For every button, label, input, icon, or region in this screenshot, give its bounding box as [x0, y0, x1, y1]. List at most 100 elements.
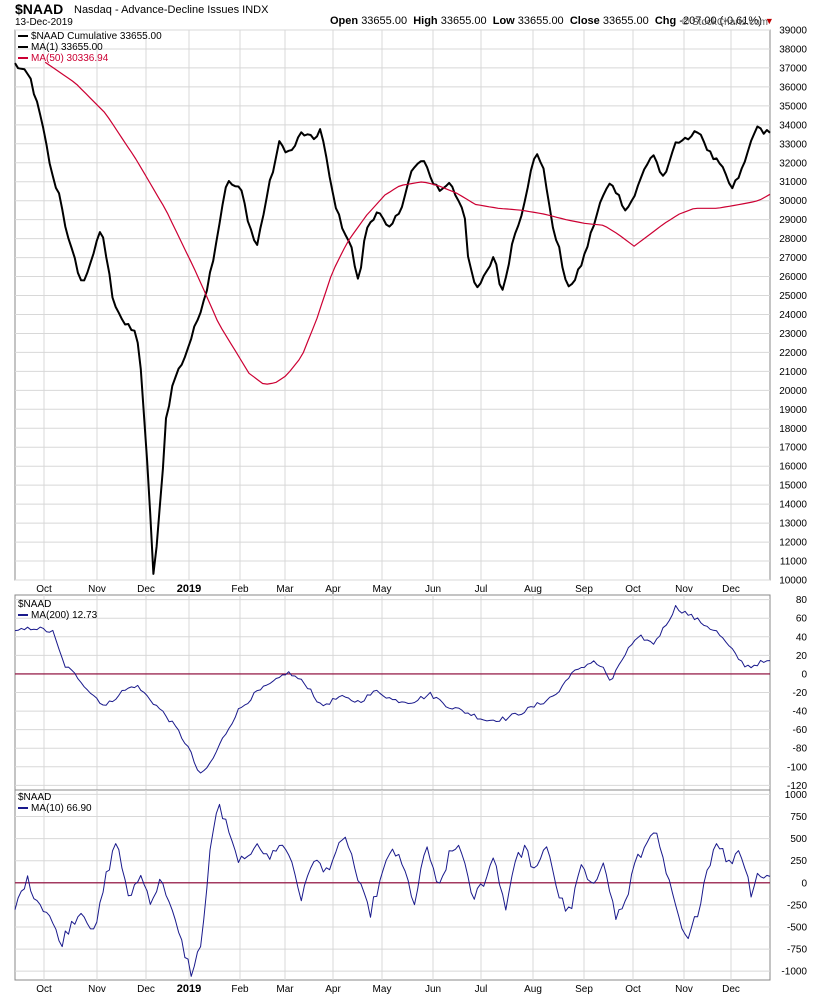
series-line-1-2 — [44, 61, 771, 385]
main-legend: $NAAD Cumulative 33655.00 MA(1) 33655.00… — [18, 31, 162, 64]
high-value: 33655.00 — [440, 15, 487, 27]
y-tick-label: 18000 — [779, 424, 807, 435]
y-tick-label: 24000 — [779, 310, 807, 321]
y-tick-label: 60 — [796, 614, 808, 625]
panel2-legend: $NAAD MA(200) 12.73 — [18, 599, 97, 621]
legend-item-cumulative: $NAAD Cumulative 33655.00 — [18, 31, 162, 42]
y-tick-label: 36000 — [779, 82, 807, 93]
legend-item-ma200: MA(200) 12.73 — [18, 610, 97, 621]
x-tick-label: May — [373, 984, 392, 995]
series-line-2-1 — [14, 605, 771, 774]
low-value: 33655.00 — [517, 15, 564, 27]
y-tick-label: 30000 — [779, 196, 807, 207]
x-tick-label: Nov — [88, 584, 106, 595]
legend-item-ma10: MA(10) 66.90 — [18, 803, 92, 814]
panel-frame — [14, 789, 771, 981]
brand-watermark: © StockCharts.com — [681, 17, 768, 28]
legend-label: MA(10) 66.90 — [31, 803, 92, 814]
x-tick-label: Nov — [88, 984, 106, 995]
x-tick-label: Mar — [276, 984, 294, 995]
y-tick-label: 27000 — [779, 253, 807, 264]
y-tick-label: 20000 — [779, 386, 807, 397]
y-tick-label: 15000 — [779, 481, 807, 492]
y-tick-label: -500 — [787, 922, 807, 933]
y-tick-label: 80 — [796, 595, 808, 606]
y-tick-label: 32000 — [779, 158, 807, 169]
y-tick-label: 25000 — [779, 291, 807, 302]
y-tick-label: -750 — [787, 945, 807, 956]
black-swatch-icon — [18, 35, 28, 38]
legend-label: MA(200) 12.73 — [31, 610, 98, 621]
x-tick-label: Mar — [276, 584, 294, 595]
x-tick-label: Oct — [36, 984, 52, 995]
y-tick-label: 20 — [796, 651, 808, 662]
y-tick-label: 14000 — [779, 500, 807, 511]
blue-swatch-icon — [18, 807, 28, 810]
x-tick-label: Jul — [475, 584, 488, 595]
x-tick-label: Jun — [425, 984, 441, 995]
legend-label: MA(50) 30336.94 — [31, 53, 109, 64]
x-tick-label: 2019 — [177, 983, 201, 995]
y-tick-label: -20 — [793, 688, 808, 699]
y-tick-label: -250 — [787, 900, 807, 911]
x-tick-label: May — [373, 584, 392, 595]
chart-panel-2: -120 -100 -80 -60 -40 -20 0 20 40 60 80 — [14, 594, 808, 792]
y-tick-label: 750 — [790, 812, 807, 823]
y-tick-label: 0 — [801, 669, 807, 680]
x-tick-label: Oct — [625, 584, 641, 595]
high-label: High — [413, 15, 438, 27]
y-tick-label: 500 — [790, 834, 807, 845]
y-tick-label: -80 — [793, 744, 808, 755]
series-line-1-1 — [14, 62, 771, 575]
y-tick-label: 40 — [796, 632, 808, 643]
y-tick-label: 31000 — [779, 177, 807, 188]
x-tick-label: Aug — [524, 584, 542, 595]
x-tick-label: Aug — [524, 984, 542, 995]
x-tick-label: Apr — [325, 984, 341, 995]
y-tick-label: -120 — [787, 781, 807, 792]
chg-value: -207.00 (-0.61%) — [679, 15, 762, 27]
y-tick-label: 26000 — [779, 272, 807, 283]
close-label: Close — [569, 15, 600, 27]
y-tick-label: 250 — [790, 856, 807, 867]
y-tick-label: -100 — [787, 762, 807, 773]
legend-label: MA(1) 33655.00 — [31, 42, 103, 53]
black-swatch-icon — [18, 46, 28, 49]
x-tick-label: Sep — [575, 984, 593, 995]
y-tick-label: 33000 — [779, 139, 807, 150]
legend-item-ma1: MA(1) 33655.00 — [18, 42, 162, 53]
y-tick-label: 17000 — [779, 443, 807, 454]
panel-frame — [14, 29, 771, 581]
chg-label: Chg — [654, 15, 677, 27]
y-tick-label: 21000 — [779, 367, 807, 378]
y-tick-label: -40 — [793, 707, 808, 718]
x-tick-label: Oct — [625, 984, 641, 995]
legend-item-ma50: MA(50) 30336.94 — [18, 53, 162, 64]
down-arrow-icon: ▼ — [764, 16, 774, 26]
y-tick-label: 39000 — [779, 26, 807, 37]
low-label: Low — [492, 15, 515, 27]
y-tick-label: -60 — [793, 725, 808, 736]
x-tick-label: Dec — [722, 984, 740, 995]
chart-date: 13-Dec-2019 — [15, 17, 73, 28]
x-tick-label: Nov — [675, 984, 693, 995]
y-tick-label: 10000 — [779, 576, 807, 587]
y-tick-label: 16000 — [779, 462, 807, 473]
chart-panel-1: 10000 11000 12000 13000 14000 15000 16000 17000… — [14, 26, 807, 595]
y-tick-label: 23000 — [779, 329, 807, 340]
x-tick-label: 2019 — [177, 583, 201, 595]
x-tick-label: Sep — [575, 584, 593, 595]
x-tick-label: Nov — [675, 584, 693, 595]
y-tick-label: 0 — [801, 878, 807, 889]
chart-panel-3: -1000 -750 -500 -250 0 250 500 750 1000 Oct Nov Dec… — [14, 789, 807, 995]
open-label: Open — [330, 15, 359, 27]
y-tick-label: 35000 — [779, 101, 807, 112]
y-tick-label: 37000 — [779, 63, 807, 74]
open-value: 33655.00 — [361, 15, 408, 27]
close-value: 33655.00 — [602, 15, 649, 27]
symbol-description: Nasdaq - Advance-Decline Issues INDX — [74, 4, 269, 16]
y-tick-label: 22000 — [779, 348, 807, 359]
panel3-legend: $NAAD MA(10) 66.90 — [18, 792, 92, 814]
panel3-symbol: $NAAD — [18, 792, 52, 803]
